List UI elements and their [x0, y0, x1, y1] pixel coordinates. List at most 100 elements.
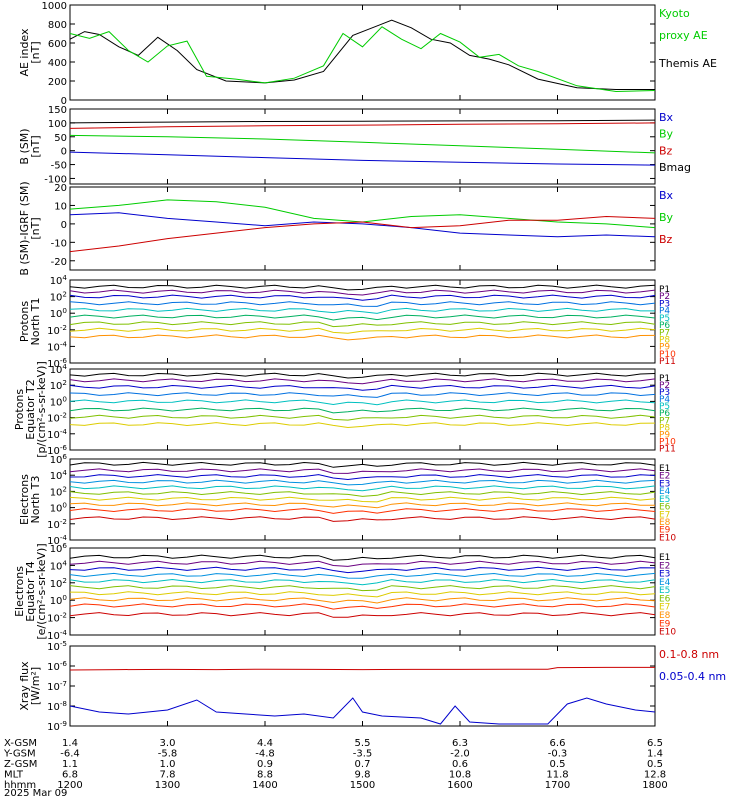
legend-entry: E5	[659, 495, 670, 505]
y-axis-label: Protons	[18, 301, 31, 342]
series-kyoto-proxy-ae	[69, 26, 656, 93]
y-tick-label: 150	[48, 105, 67, 116]
series-bx	[69, 151, 656, 166]
series-e1	[69, 461, 656, 468]
legend-entry: E8	[659, 518, 671, 528]
y-tick-label: 0	[61, 147, 67, 158]
y-tick-label: 102	[50, 290, 67, 304]
panel-2: -100 -50 0 50 100 150 B (SM)[nT] Bx By Bz Bmag	[18, 105, 691, 185]
y-tick-label: 106	[50, 541, 68, 555]
legend-entry: Themis AE	[658, 57, 717, 70]
ephem-value: 10.8	[449, 770, 471, 781]
series-e6	[69, 585, 656, 592]
series-0-05-0-4-nm	[69, 697, 656, 725]
y-axis-label: Electrons	[18, 474, 31, 525]
ephem-row-label: MLT	[4, 770, 24, 781]
series-p9	[69, 334, 656, 341]
legend-entry: P3	[659, 388, 670, 398]
legend-entry: P4	[659, 395, 670, 405]
ephem-value: 0.6	[452, 759, 468, 770]
series-e10	[69, 516, 656, 522]
ephem-value: 1700	[545, 780, 570, 791]
series-e1	[69, 554, 656, 561]
series-e9	[69, 603, 656, 610]
panel-3: -20 -10 0 10 20 B (SM)-IGRF (SM)[nT] Bx By Bz	[18, 181, 674, 275]
series-e3	[69, 474, 656, 481]
legend-entry: E7	[659, 510, 670, 520]
legend-entry: E9	[659, 526, 671, 536]
ephem-row-label: Y-GSM	[3, 749, 36, 760]
y-axis-label: Protons	[13, 389, 26, 430]
legend-entry: P1	[659, 374, 670, 384]
series-bz	[69, 215, 656, 253]
y-tick-label: 10-2	[47, 611, 67, 625]
legend-entry: E10	[659, 533, 676, 543]
legend-entry: P9	[659, 343, 670, 353]
series-e5	[69, 485, 656, 492]
legend-entry: P4	[659, 307, 670, 317]
ephem-value: 1.4	[647, 749, 663, 760]
y-tick-label: 104	[50, 362, 68, 376]
y-tick-label: 104	[50, 273, 68, 287]
legend-entry: P5	[659, 314, 670, 324]
ephem-value: -3.5	[353, 749, 373, 760]
y-tick-label: 1000	[42, 1, 67, 12]
y-tick-label: 20	[54, 183, 67, 194]
series-p6	[69, 407, 656, 414]
series-bx	[69, 212, 656, 238]
legend-entry: Bz	[659, 144, 673, 157]
legend-entry: P11	[659, 357, 676, 367]
series-p5	[69, 399, 656, 406]
ephem-value: 1200	[57, 780, 82, 791]
series-e2	[69, 560, 656, 567]
y-tick-label: 100	[48, 119, 67, 130]
y-axis-label: Equator T4	[24, 561, 37, 621]
series-e8	[69, 502, 655, 509]
ephem-value: 1.0	[160, 759, 176, 770]
y-tick-label: 10-2	[47, 323, 67, 337]
panel-1: 0 200 400 600 800 1000 AE index[nT] Kyoto proxy …	[18, 1, 717, 107]
ephem-value: 0.9	[257, 759, 273, 770]
legend-entry: E1	[659, 553, 670, 563]
ephem-value: 5.5	[355, 738, 371, 749]
legend-entry: Bz	[659, 233, 673, 246]
ephem-value: -5.8	[158, 749, 178, 760]
y-axis-label: [nT]	[29, 135, 42, 157]
series-p8	[69, 327, 656, 334]
legend-entry: P3	[659, 299, 670, 309]
series-e7	[69, 496, 656, 503]
y-tick-label: 104	[50, 558, 68, 572]
series-e4	[69, 479, 656, 486]
legend-entry: P11	[659, 444, 676, 454]
y-tick-label: 10	[54, 201, 67, 212]
y-tick-label: 10-4	[47, 339, 67, 353]
ephem-value: 6.8	[62, 770, 78, 781]
ephem-value: 6.5	[647, 738, 663, 749]
legend-entry: By	[659, 211, 674, 224]
series-e8	[69, 597, 656, 604]
y-tick-label: 10-7	[47, 679, 67, 693]
series-e3	[69, 566, 656, 574]
series-e6	[69, 491, 656, 497]
legend-entry: Bx	[659, 189, 674, 202]
y-tick-label: 102	[50, 576, 67, 590]
y-tick-label: 800	[48, 20, 67, 31]
y-tick-label: 100	[50, 593, 68, 607]
legend-entry: Bmag	[659, 161, 691, 174]
series-e4	[69, 572, 656, 579]
legend-entry: E4	[659, 578, 671, 588]
y-axis-label: North T1	[29, 298, 42, 346]
legend-entry: E2	[659, 561, 670, 571]
legend-entry: E6	[659, 503, 671, 513]
series-p4	[69, 392, 656, 398]
series-p7	[69, 414, 656, 421]
ephem-row-label: X-GSM	[4, 738, 37, 749]
legend-entry: P6	[659, 409, 670, 419]
ephem-value: 1800	[642, 780, 667, 791]
legend-entry: E3	[659, 570, 670, 580]
ephem-value: 4.4	[257, 738, 273, 749]
y-axis-label: B (SM)-IGRF (SM)	[18, 181, 31, 275]
